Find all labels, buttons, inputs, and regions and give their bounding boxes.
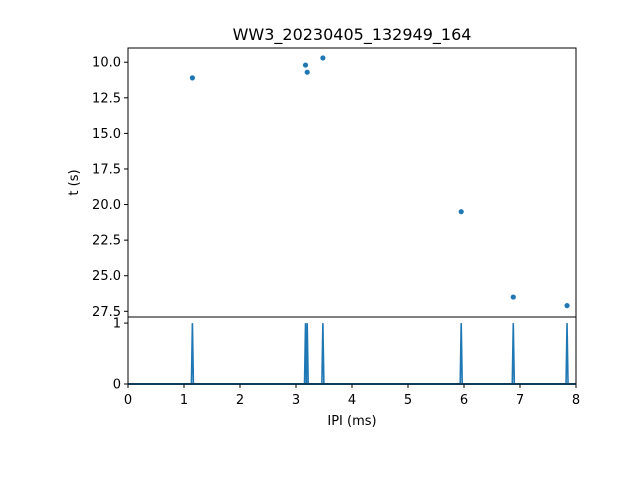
x-tick-label: 3 [292,393,300,408]
x-tick-label: 5 [404,393,412,408]
spike-y-axis: 01 [113,317,128,393]
x-tick-label: 1 [180,393,188,408]
y-tick-label: 27.5 [92,305,121,320]
x-axis-label: IPI (ms) [327,414,376,429]
scatter-plot: 10.0 12.5 15.0 17.5 20.0 22.5 25.0 27.5 t (s) [67,47,577,320]
y-tick-label: 12.5 [92,91,121,106]
x-tick-label: 4 [348,393,356,408]
y-tick-label: 0 [113,378,121,393]
x-tick-label: 0 [124,393,132,408]
spike [305,323,309,385]
x-tick-label: 6 [460,393,468,408]
y-axis-label: t (s) [67,169,82,195]
x-tick-label: 7 [516,393,524,408]
data-point [320,55,326,61]
chart-title: WW3_20230405_132949_164 [233,25,472,45]
spike [321,323,325,385]
spike [565,323,569,385]
spike [459,323,463,385]
data-point [302,62,309,68]
spike [511,323,516,385]
x-tick-label: 2 [236,393,244,408]
y-tick-label: 22.5 [92,234,121,249]
spike [190,323,195,385]
y-tick-label: 10.0 [92,56,121,71]
data-point [189,75,195,81]
scatter-points [189,55,570,309]
scatter-y-axis: 10.0 12.5 15.0 17.5 20.0 22.5 25.0 27.5 [92,56,128,320]
y-tick-label: 25.0 [92,269,121,284]
data-point [304,69,310,75]
y-tick-label: 15.0 [92,127,121,142]
data-point [564,303,570,309]
spike-x-axis: 0 1 2 3 4 5 6 7 8 [124,384,580,408]
x-tick-label: 8 [572,393,580,408]
data-point [458,209,464,215]
y-tick-label: 17.5 [92,162,121,177]
y-tick-label: 1 [113,317,121,332]
data-point [510,294,516,300]
y-tick-label: 20.0 [92,198,121,213]
